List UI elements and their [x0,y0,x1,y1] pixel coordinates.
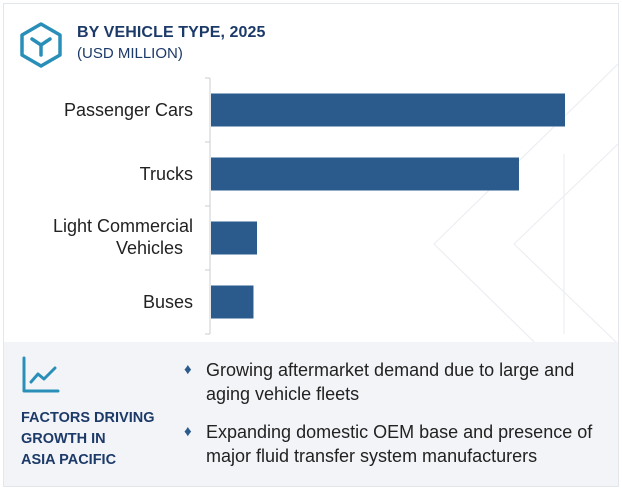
factors-title: FACTORS DRIVING GROWTH IN ASIA PACIFIC [21,408,171,471]
bar [211,157,519,191]
factors-title-line: FACTORS DRIVING [21,410,155,426]
chart-subtitle: (USD MILLION) [77,45,183,62]
bar-chart: Passenger Cars Trucks Light Commercial Vehi… [53,77,565,335]
market-card: BY VEHICLE TYPE, 2025 (USD MILLION) Pass… [3,3,619,487]
category-label: Trucks [140,164,193,184]
factors-title-line: ASIA PACIFIC [21,452,117,468]
cube-icon [20,22,62,68]
bar [211,285,254,319]
factors-list: ♦ Growing aftermarket demand due to larg… [184,358,604,482]
factor-text: Expanding domestic OEM base and presence… [206,422,593,466]
line-chart-icon [22,356,60,393]
category-label: Buses [143,292,193,312]
chart-title: BY VEHICLE TYPE, 2025 [77,24,266,41]
diamond-bullet-icon: ♦ [184,361,192,378]
factors-title-line: GROWTH IN [21,431,106,447]
bar [211,93,565,127]
factor-text: Growing aftermarket demand due to large … [206,360,575,404]
category-label: Light Commercial Vehicles [53,216,193,258]
bar [211,221,258,255]
factor-item: ♦ Growing aftermarket demand due to larg… [184,358,604,406]
diamond-bullet-icon: ♦ [184,423,192,440]
factor-item: ♦ Expanding domestic OEM base and presen… [184,420,604,468]
category-label: Passenger Cars [64,100,193,120]
growth-factors-panel: FACTORS DRIVING GROWTH IN ASIA PACIFIC ♦… [4,342,618,486]
